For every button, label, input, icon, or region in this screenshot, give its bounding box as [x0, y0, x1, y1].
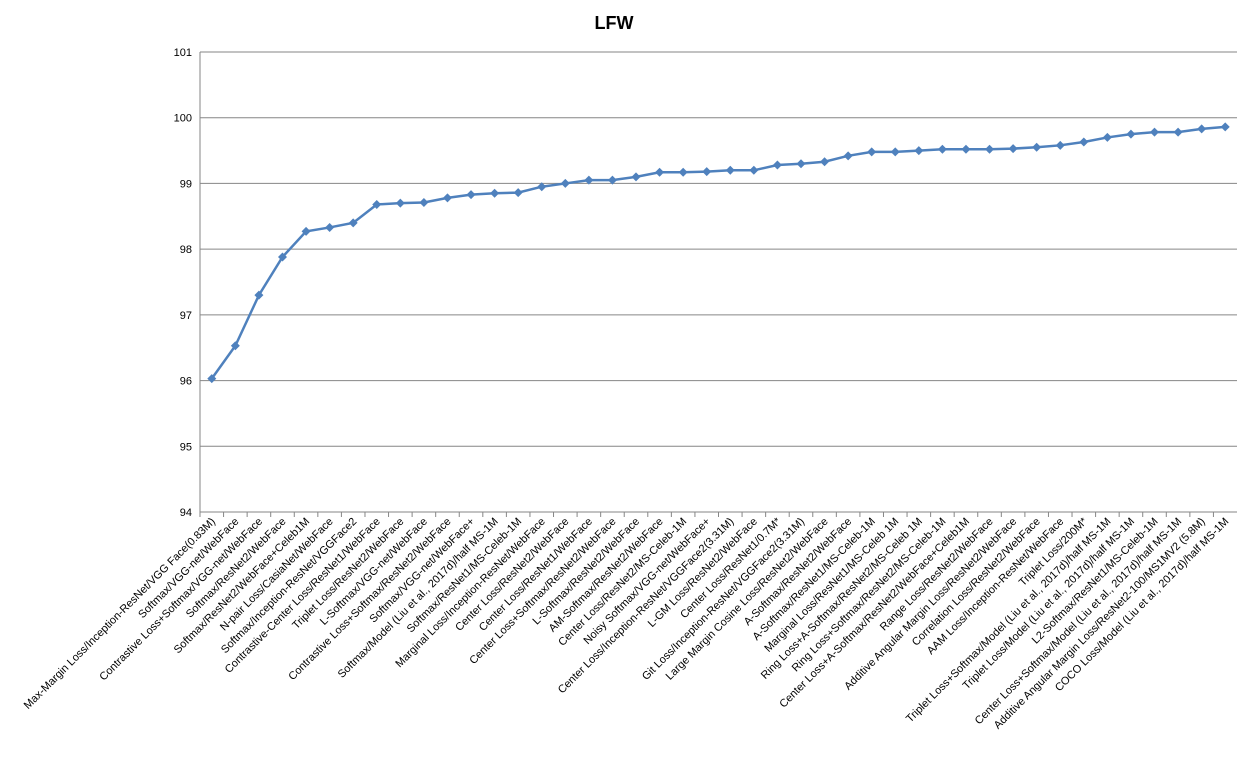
data-point [1197, 124, 1207, 134]
data-point [301, 226, 311, 236]
data-point [749, 165, 759, 175]
data-point [395, 198, 405, 208]
data-point [1150, 127, 1160, 137]
data-point [442, 193, 452, 203]
chart-title: LFW [595, 13, 634, 33]
data-point [867, 147, 877, 157]
data-point [277, 252, 287, 262]
data-point [820, 157, 830, 167]
data-point [1032, 142, 1042, 152]
data-point [584, 175, 594, 185]
data-point [1173, 127, 1183, 137]
data-point [655, 167, 665, 177]
data-point [513, 188, 523, 198]
data-point [702, 167, 712, 177]
data-point [466, 190, 476, 200]
data-point [1102, 132, 1112, 142]
y-tick-label: 94 [180, 507, 192, 519]
data-point [254, 290, 264, 300]
data-point [914, 146, 924, 156]
data-line [210, 125, 1226, 380]
data-point [631, 172, 641, 182]
y-tick-label: 96 [180, 376, 192, 388]
data-point [772, 160, 782, 170]
data-point [1055, 140, 1065, 150]
y-tick-label: 98 [180, 244, 192, 256]
data-point [537, 182, 547, 192]
data-point [725, 165, 735, 175]
data-point [843, 151, 853, 161]
data-point [419, 197, 429, 207]
data-point [890, 147, 900, 157]
data-point [937, 144, 947, 154]
data-point [560, 178, 570, 188]
data-point [348, 218, 358, 228]
data-point [207, 374, 217, 384]
data-point [1079, 137, 1089, 147]
y-tick-label: 95 [180, 441, 192, 453]
y-tick-label: 99 [180, 178, 192, 190]
data-point [796, 159, 806, 169]
data-point [325, 222, 335, 232]
data-point [230, 341, 240, 351]
y-tick-label: 100 [174, 113, 192, 125]
data-point [961, 144, 971, 154]
data-point [1008, 144, 1018, 154]
data-point [678, 167, 688, 177]
y-tick-label: 101 [174, 47, 192, 59]
data-point [1126, 129, 1136, 139]
y-tick-label: 97 [180, 310, 192, 322]
data-point [985, 144, 995, 154]
data-point [607, 175, 617, 185]
data-point [490, 188, 500, 198]
data-point [1220, 122, 1230, 132]
data-point [372, 199, 382, 209]
